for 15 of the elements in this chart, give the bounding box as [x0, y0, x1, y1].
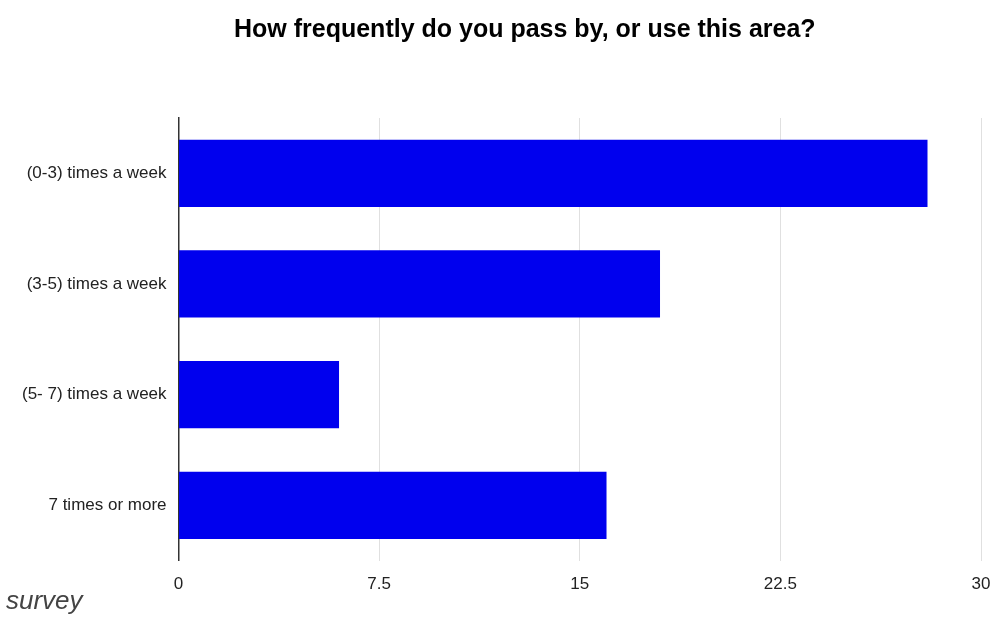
x-tick-label: 15	[570, 574, 590, 594]
y-tick-label: (3-5) times a week	[26, 273, 168, 293]
x-tick-label: 30	[971, 574, 991, 594]
text: survey	[6, 585, 83, 616]
bar	[179, 139, 928, 207]
chart-title: How frequently do you pass by, or use this area?	[234, 13, 817, 44]
y-tick-label: 7 times or more	[48, 494, 167, 514]
bar	[179, 250, 661, 318]
x-tick-label: 22.5	[763, 574, 797, 594]
x-tick-label: 0	[173, 574, 184, 594]
bar	[179, 360, 340, 429]
y-tick-label: (0-3) times a week	[26, 163, 168, 183]
bar	[179, 471, 607, 539]
x-tick-label: 7.5	[367, 574, 391, 594]
y-tick-label: (5- 7) times a week	[21, 384, 168, 404]
